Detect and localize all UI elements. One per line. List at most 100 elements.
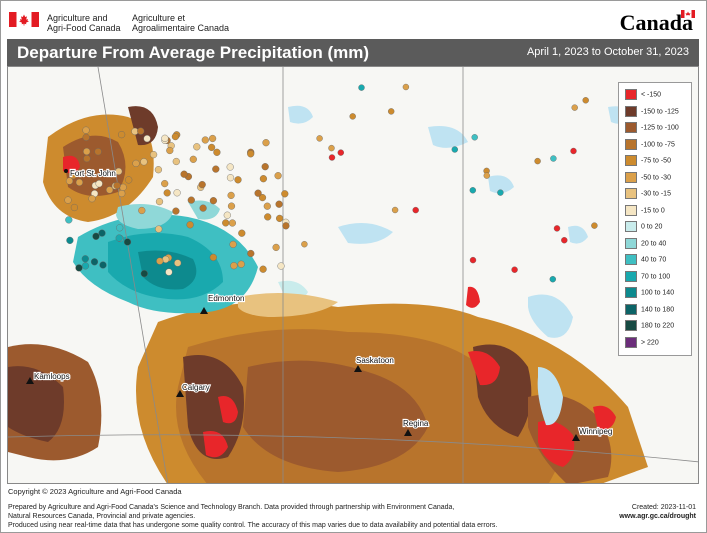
legend-label: -100 to -75	[641, 140, 675, 148]
legend-label: -50 to -30	[641, 173, 671, 181]
city-label-fort-st-john: Fort St. John	[70, 169, 116, 178]
station-dot	[328, 154, 336, 161]
station-dot	[261, 163, 269, 171]
station-dot	[226, 174, 235, 182]
footer-line-1: Prepared by Agriculture and Agri-Food Ca…	[8, 504, 455, 511]
gov-name-fr: Agriculture et Agroalimentaire Canada	[132, 13, 230, 33]
station-dot	[402, 83, 410, 91]
station-dot	[105, 186, 114, 194]
legend-swatch	[625, 138, 637, 150]
legend-label: 40 to 70	[641, 256, 667, 264]
city-winnipeg: Winnipeg	[572, 426, 613, 441]
station-dot	[264, 213, 272, 221]
station-dot	[116, 224, 124, 232]
station-dot	[550, 155, 557, 162]
city-label-kamloops: Kamloops	[34, 372, 70, 381]
station-dot	[155, 225, 163, 233]
station-dot	[227, 202, 236, 210]
station-dot	[125, 176, 133, 184]
legend-item: 180 to 220	[625, 320, 674, 334]
station-dots	[64, 83, 680, 283]
legend-item: -100 to -75	[625, 138, 675, 153]
footer-line-3: Produced using near real-time data that …	[8, 522, 498, 529]
station-dot	[247, 150, 255, 158]
station-dot	[193, 143, 201, 151]
station-dot	[201, 136, 209, 144]
station-dot	[316, 135, 323, 142]
city-regina: Regina	[402, 418, 430, 436]
station-dot	[570, 147, 577, 155]
station-dot	[483, 172, 490, 179]
station-dot	[358, 84, 365, 91]
precipitation-map[interactable]: Fort St. John Edmonton Kamloops Calgary …	[8, 67, 699, 484]
provincial-boundaries	[8, 67, 698, 483]
station-dot	[172, 157, 180, 166]
station-dot	[561, 236, 568, 244]
station-dot	[70, 203, 79, 212]
station-dot	[81, 255, 89, 263]
station-dot	[274, 172, 282, 180]
legend-label: -125 to -100	[641, 124, 679, 132]
station-dot	[471, 134, 478, 141]
legend-label: -75 to -50	[641, 157, 671, 165]
station-dot	[276, 214, 284, 223]
station-dot	[282, 222, 290, 230]
station-dot	[143, 134, 151, 143]
canada-flag-icon	[9, 12, 39, 27]
source-url[interactable]: www.agr.gc.ca/drought	[619, 513, 696, 520]
station-dot	[163, 189, 171, 197]
station-dot	[230, 262, 238, 270]
city-markers: Fort St. John Edmonton Kamloops Calgary …	[26, 168, 613, 441]
station-dot	[497, 189, 504, 196]
station-dot	[258, 194, 267, 202]
legend-label: -15 to 0	[641, 206, 665, 214]
station-dot	[137, 127, 145, 135]
city-calgary: Calgary	[176, 382, 211, 397]
station-dot	[277, 262, 285, 270]
legend-label: < -150	[641, 91, 662, 99]
station-dot	[349, 113, 356, 120]
station-dot	[247, 249, 255, 258]
station-dot	[234, 176, 242, 184]
legend-label: 70 to 100	[641, 272, 671, 280]
legend-item: > 220	[625, 336, 659, 351]
legend-swatch	[625, 320, 637, 331]
station-dot	[95, 180, 103, 188]
station-dot	[469, 256, 477, 264]
footer-meta: Created: 2023-11-01 www.agr.gc.ca/drough…	[619, 503, 696, 521]
station-dot	[155, 198, 164, 206]
legend-swatch	[625, 171, 637, 183]
legend-label: 20 to 40	[641, 239, 667, 247]
station-dot	[582, 97, 589, 104]
legend-item: 70 to 100	[625, 270, 671, 285]
legend-swatch	[625, 122, 637, 133]
station-dot	[237, 260, 245, 268]
city-saskatoon: Saskatoon	[354, 355, 395, 372]
station-dot	[337, 149, 344, 156]
legend-item: 0 to 20	[625, 221, 662, 235]
station-dot	[412, 206, 419, 214]
station-dot	[98, 229, 106, 237]
lakes	[288, 105, 636, 426]
station-dot	[281, 190, 289, 198]
city-edmonton: Edmonton	[200, 293, 246, 314]
station-dot	[275, 200, 283, 208]
station-dot	[81, 262, 90, 270]
station-dot	[263, 202, 271, 210]
city-label-winnipeg: Winnipeg	[579, 427, 612, 436]
station-dot	[66, 236, 74, 245]
station-dot	[140, 158, 148, 166]
legend-item: 140 to 180	[625, 303, 674, 318]
station-dot	[82, 133, 90, 141]
station-dot	[212, 165, 220, 173]
station-dot	[150, 150, 158, 159]
station-dot	[186, 221, 194, 229]
title-bar: Departure From Average Precipitation (mm…	[7, 39, 699, 66]
map-area[interactable]: Fort St. John Edmonton Kamloops Calgary …	[7, 66, 699, 484]
city-fort-st-john: Fort St. John	[64, 168, 117, 179]
station-dot	[69, 171, 77, 180]
legend-swatch	[625, 336, 637, 348]
station-dot	[94, 148, 102, 156]
station-dot	[115, 167, 123, 176]
station-dot	[88, 195, 96, 203]
